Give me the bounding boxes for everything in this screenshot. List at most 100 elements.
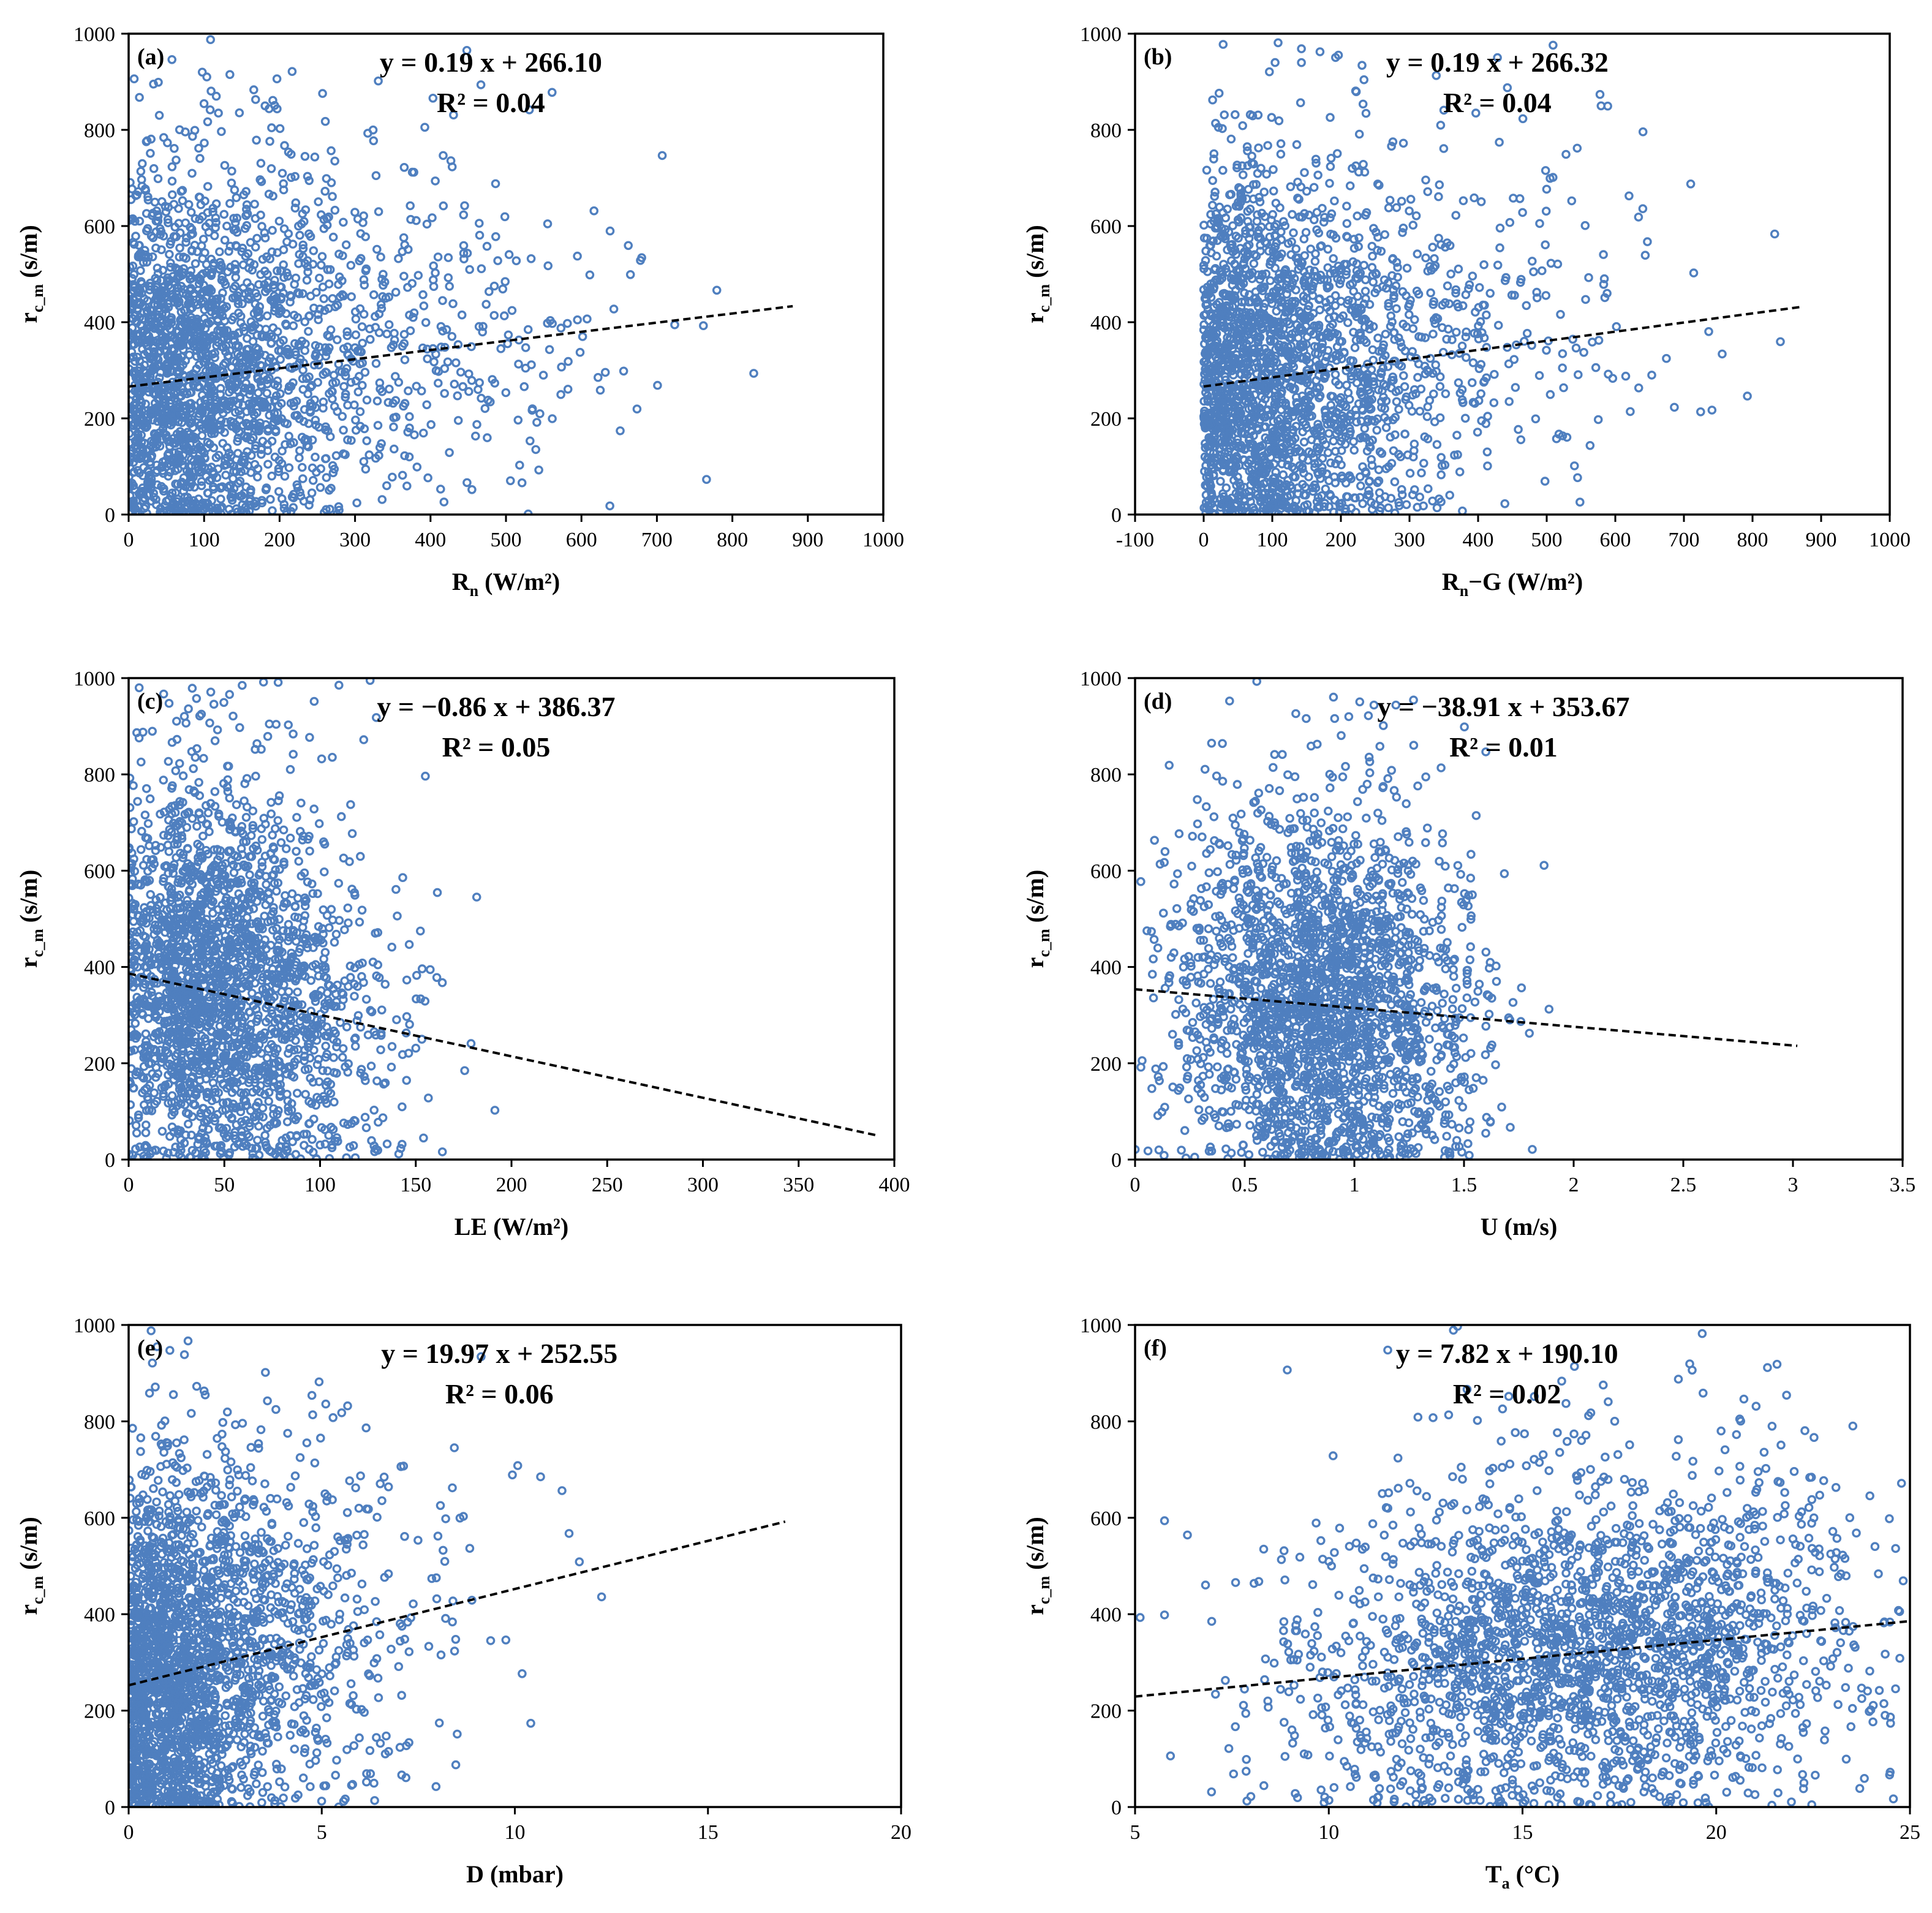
data-point [195,274,205,284]
data-point [257,496,266,505]
data-point [137,175,146,184]
data-point [1269,459,1279,469]
data-point [224,246,233,256]
data-point [1255,309,1264,318]
data-point [1228,281,1237,290]
data-point [303,172,312,181]
data-point [1392,203,1402,213]
data-point [1428,496,1437,506]
data-point [291,273,301,283]
data-point [503,339,512,349]
data-point [399,330,409,339]
data-point [1387,141,1396,151]
data-point [1414,359,1424,369]
data-point [275,124,285,134]
data-point [188,369,198,379]
data-point [391,396,401,406]
data-point [1540,477,1550,486]
data-point [1325,306,1335,316]
data-point [319,404,328,413]
data-point [1350,343,1360,352]
data-point [1249,180,1258,189]
data-point [1707,406,1717,415]
data-point [243,209,252,219]
data-point [517,478,527,488]
data-point [184,200,194,209]
data-point [447,162,457,172]
data-point [439,201,448,211]
data-point [248,337,258,346]
data-point [132,496,141,506]
data-point [1686,179,1696,189]
data-point [221,456,230,466]
data-point [653,380,662,390]
data-point [1495,243,1504,252]
data-point [252,233,262,243]
data-point [1452,328,1461,337]
data-point [1250,363,1259,372]
data-point [527,406,537,415]
data-point [200,305,209,315]
data-point [504,330,513,340]
data-point [201,222,211,232]
data-point [1290,299,1299,308]
data-point [229,357,238,366]
data-point [312,467,321,477]
data-point [1573,370,1583,380]
data-point [372,396,382,406]
data-point [137,431,146,440]
data-point [322,221,332,230]
data-point [1270,242,1280,251]
data-point [1280,221,1290,230]
data-point [1414,289,1424,299]
data-point [129,478,137,488]
data-point [1505,217,1515,227]
data-point [142,257,151,267]
data-point [1430,254,1439,263]
data-point [1253,168,1262,178]
data-point [399,233,409,243]
data-point [431,366,441,375]
data-point [351,314,361,324]
data-point [192,314,202,324]
data-point [514,360,523,369]
data-point [422,400,432,410]
data-point [1595,89,1605,99]
data-point [206,333,216,343]
data-point [165,249,174,259]
data-point [280,472,290,481]
data-point [281,319,290,329]
data-point [218,329,228,338]
data-point [198,235,208,244]
data-point [181,411,190,421]
data-point [204,285,214,295]
data-point [1210,192,1219,201]
data-point [194,494,203,504]
data-point [1509,355,1519,364]
data-point [475,378,485,388]
data-point [216,494,225,504]
r-squared-label: R² = 0.04 [437,87,545,118]
data-point [421,318,431,327]
data-point [331,451,341,461]
data-point [1258,270,1267,279]
data-point [347,292,357,301]
data-point [290,203,300,213]
data-point [1445,491,1454,500]
data-point [1600,293,1610,303]
data-point [1249,508,1259,515]
data-point [135,299,145,309]
data-point [1268,428,1277,437]
data-point [376,300,386,309]
data-point [500,311,509,320]
data-point [221,347,230,357]
data-point [1360,322,1370,332]
data-point [1419,459,1428,468]
data-point [211,199,221,209]
data-point [1545,390,1555,399]
data-point [1356,331,1365,341]
data-point [1451,289,1460,298]
data-point [242,221,252,230]
data-point [409,312,418,322]
data-point [1404,310,1414,319]
